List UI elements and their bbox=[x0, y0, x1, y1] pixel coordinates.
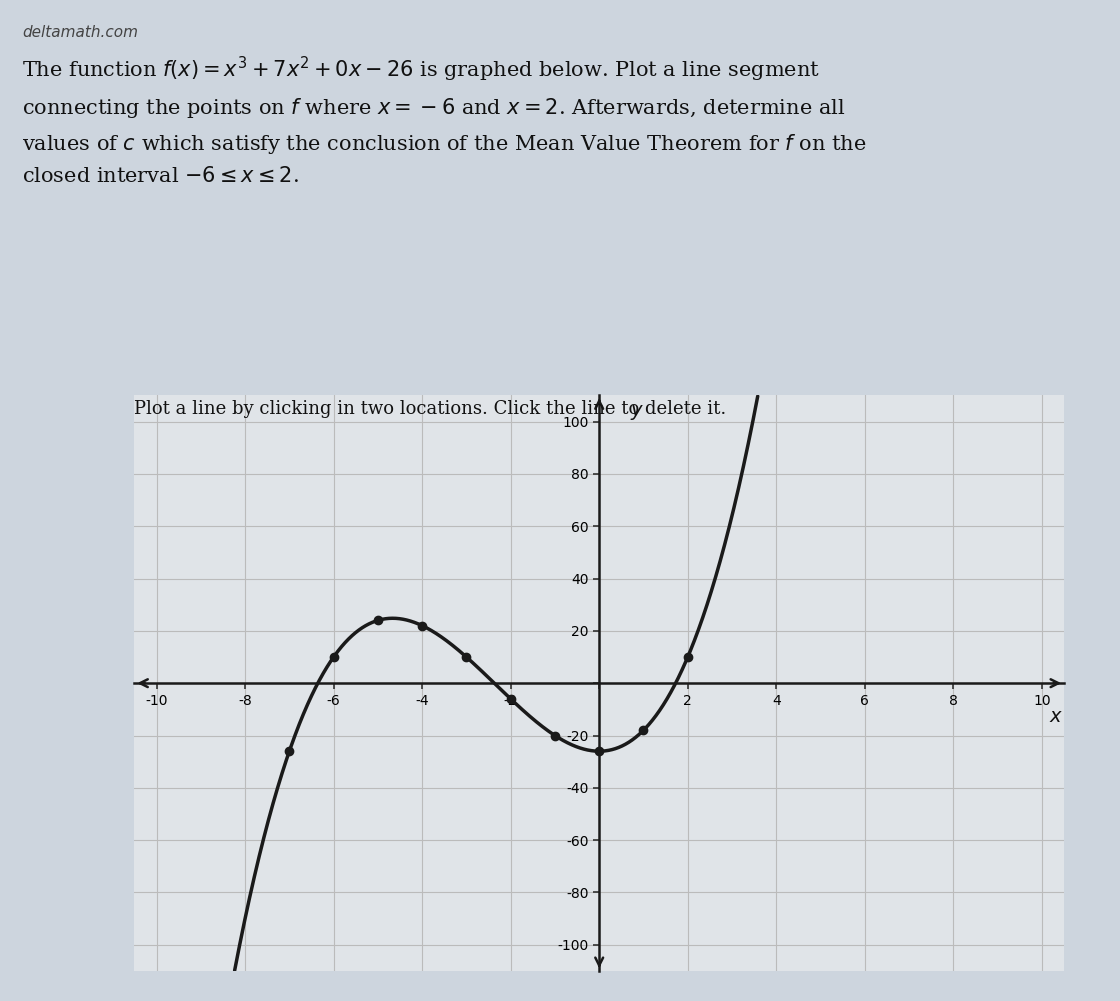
Text: deltamath.com: deltamath.com bbox=[22, 25, 139, 40]
Text: x: x bbox=[1049, 707, 1061, 726]
Text: Plot a line by clicking in two locations. Click the line to delete it.: Plot a line by clicking in two locations… bbox=[134, 400, 727, 418]
Text: y: y bbox=[631, 400, 642, 419]
Text: The function $f(x) = x^3 + 7x^2 + 0x - 26$ is graphed below. Plot a line segment: The function $f(x) = x^3 + 7x^2 + 0x - 2… bbox=[22, 55, 867, 186]
